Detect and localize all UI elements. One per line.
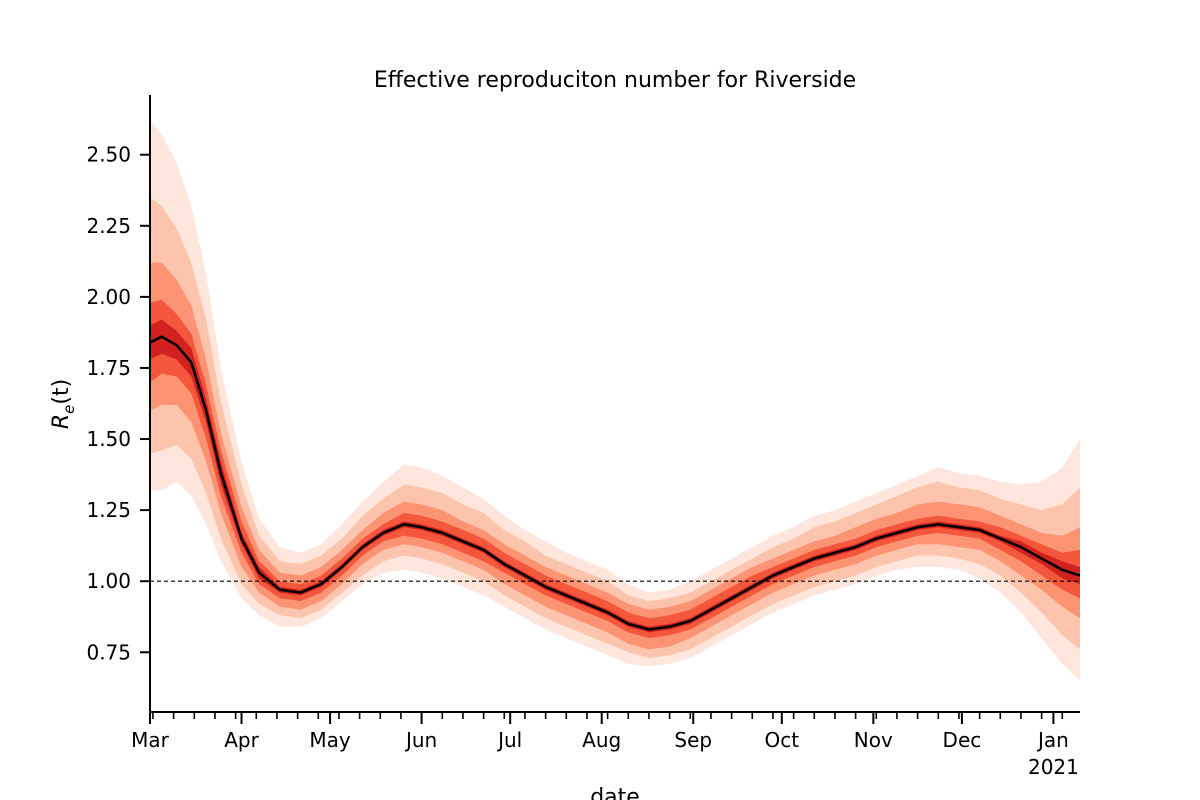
median-line (149, 335, 1081, 631)
band-4 (150, 299, 1080, 639)
y-tick-label: 2.25 (86, 214, 131, 238)
y-axis-label-subscript: e (60, 405, 78, 414)
y-tick-label: 0.75 (86, 640, 131, 664)
uncertainty-bands (150, 120, 1080, 681)
x-tick-label: Aug (582, 728, 621, 752)
y-axis-label: Re(t) (49, 379, 78, 429)
y-tick-label: 1.50 (86, 427, 131, 451)
y-tick-label: 1.00 (86, 569, 131, 593)
x-tick-label: Apr (224, 728, 259, 752)
x-tick-label: May (309, 728, 351, 752)
x-axis-ticks: Mar Apr May Jun Jul Aug Sep Oct Nov Dec Jan 2021 (131, 712, 1079, 779)
y-tick-label: 2.50 (86, 143, 131, 167)
y-tick-label: 1.75 (86, 356, 131, 380)
y-axis-label-base: R (49, 414, 74, 429)
x-axis-label: date (590, 785, 640, 800)
x-tick-sublabel: 2021 (1028, 755, 1079, 779)
x-tick-label: Jan (1036, 728, 1069, 752)
x-tick-label: Dec (943, 728, 982, 752)
y-tick-label: 1.25 (86, 498, 131, 522)
x-tick-label: Nov (854, 728, 893, 752)
y-axis-ticks: 0.75 1.00 1.25 1.50 1.75 2.00 2.25 2.50 (86, 143, 150, 664)
x-tick-label: Sep (674, 728, 712, 752)
x-tick-label: Jul (496, 728, 522, 752)
y-tick-label: 2.00 (86, 285, 131, 309)
x-tick-label: Mar (131, 728, 170, 752)
chart-title: Effective reproduciton number for Rivers… (374, 68, 856, 93)
x-tick-label: Oct (765, 728, 800, 752)
y-axis-label-args: (t) (49, 379, 74, 405)
x-tick-label: Jun (404, 728, 437, 752)
